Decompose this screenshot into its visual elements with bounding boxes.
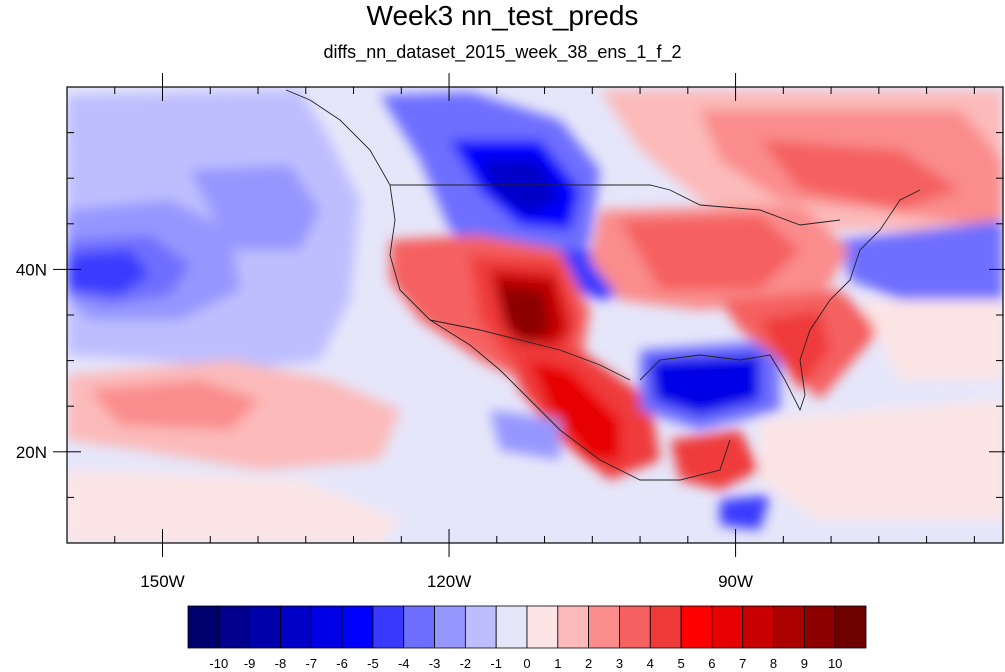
x-tick-label: 150W bbox=[140, 572, 184, 591]
colorbar-label: 5 bbox=[677, 656, 684, 671]
figure-subtitle: diffs_nn_dataset_2015_week_38_ens_1_f_2 bbox=[323, 42, 682, 62]
colorbar-label: -7 bbox=[305, 656, 317, 671]
colorbar-label: -9 bbox=[244, 656, 256, 671]
colorbar-swatch bbox=[834, 605, 867, 649]
colorbar-swatch bbox=[434, 605, 466, 649]
y-tick-label: 20N bbox=[16, 443, 47, 462]
colorbar-swatch bbox=[557, 605, 590, 649]
colorbar-swatch bbox=[218, 605, 251, 649]
colorbar-label: 6 bbox=[708, 656, 715, 671]
colorbar-swatch bbox=[773, 605, 805, 649]
colorbar-swatch bbox=[803, 605, 836, 649]
colorbar-swatch bbox=[742, 605, 774, 649]
colorbar-swatch bbox=[372, 605, 405, 649]
colorbar: -10 -9 -8 -7 -6 -5 -4 -3 -2 -1 0 1 2 3 4 5 6 7 8 9 10 bbox=[187, 605, 867, 671]
field-patches bbox=[67, 90, 1003, 543]
x-tick-label: 90W bbox=[718, 572, 753, 591]
colorbar-label: -5 bbox=[367, 656, 379, 671]
colorbar-swatch bbox=[495, 605, 528, 649]
colorbar-label: -3 bbox=[429, 656, 441, 671]
colorbar-swatch bbox=[680, 605, 713, 649]
colorbar-swatch bbox=[711, 605, 744, 649]
y-tick-label: 40N bbox=[16, 260, 47, 279]
colorbar-label: 9 bbox=[801, 656, 808, 671]
colorbar-label: 2 bbox=[585, 656, 592, 671]
colorbar-label: 3 bbox=[616, 656, 623, 671]
colorbar-swatch bbox=[249, 605, 281, 649]
x-ticks: 150W 120W 90W bbox=[114, 73, 975, 591]
colorbar-swatch bbox=[341, 605, 374, 649]
colorbar-swatch bbox=[619, 605, 651, 649]
colorbar-label: -4 bbox=[398, 656, 410, 671]
x-tick-label: 120W bbox=[427, 572, 471, 591]
colorbar-swatch bbox=[280, 605, 312, 649]
colorbar-label: 1 bbox=[554, 656, 561, 671]
colorbar-label: 4 bbox=[647, 656, 654, 671]
colorbar-label: 0 bbox=[523, 656, 530, 671]
colorbar-swatch bbox=[526, 605, 559, 649]
colorbar-label: 10 bbox=[828, 656, 842, 671]
colorbar-swatch bbox=[588, 605, 620, 649]
colorbar-swatch bbox=[649, 605, 682, 649]
colorbar-swatch bbox=[187, 605, 220, 649]
plot-field bbox=[67, 87, 1003, 543]
y-ticks: 20N 40N bbox=[16, 132, 1005, 498]
colorbar-swatch bbox=[403, 605, 435, 649]
colorbar-swatch bbox=[464, 605, 497, 649]
colorbar-label: -8 bbox=[275, 656, 287, 671]
colorbar-swatch bbox=[310, 605, 343, 649]
colorbar-label: 7 bbox=[739, 656, 746, 671]
colorbar-label: -1 bbox=[490, 656, 502, 671]
colorbar-label: 8 bbox=[770, 656, 777, 671]
colorbar-label: -6 bbox=[336, 656, 348, 671]
coastlines bbox=[285, 89, 921, 481]
colorbar-label: -2 bbox=[460, 656, 472, 671]
colorbar-label: -10 bbox=[209, 656, 228, 671]
figure-title: Week3 nn_test_preds bbox=[366, 0, 639, 31]
